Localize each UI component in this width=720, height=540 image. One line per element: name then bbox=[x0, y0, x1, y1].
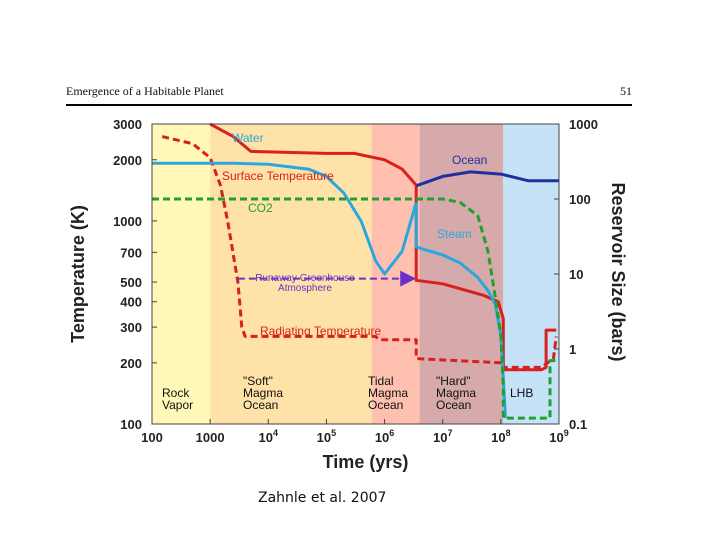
axes: 3000200010007005004003002001001000100101… bbox=[68, 117, 628, 472]
header-title: Emergence of a Habitable Planet bbox=[66, 84, 224, 98]
y-left-tick-label: 700 bbox=[120, 245, 142, 260]
series-line-surface-temperature bbox=[209, 122, 557, 372]
phase-label-line: Ocean bbox=[243, 398, 278, 412]
y-left-tick-label: 300 bbox=[120, 320, 142, 335]
page-header: Emergence of a Habitable Planet 51 bbox=[66, 78, 632, 106]
x-tick-base: 10 bbox=[491, 430, 505, 445]
x-tick-base: 10 bbox=[433, 430, 447, 445]
y-right-tick-label: 0.1 bbox=[569, 417, 587, 432]
x-tick-label: 106 bbox=[375, 428, 394, 445]
phase-bands bbox=[152, 124, 559, 424]
x-tick-label: 104 bbox=[259, 428, 278, 445]
x-tick-base: 10 bbox=[317, 430, 331, 445]
series-line-ocean bbox=[415, 170, 559, 188]
x-tick-exponent: 5 bbox=[331, 428, 336, 438]
x-tick-label: 105 bbox=[317, 428, 336, 445]
phase-label-line: Ocean bbox=[368, 398, 403, 412]
series-line-water bbox=[152, 161, 418, 276]
phase-label-line: Vapor bbox=[162, 398, 193, 412]
y-left-tick-label: 400 bbox=[120, 295, 142, 310]
header-page-number: 51 bbox=[620, 84, 632, 98]
y-left-tick-label: 2000 bbox=[113, 153, 142, 168]
series-label-radiating-temperature: Radiating Temperature bbox=[260, 324, 382, 338]
annotations: Runaway Greenhouse Atmosphere bbox=[237, 270, 417, 294]
series-label-water: Water bbox=[232, 131, 264, 145]
runaway-greenhouse-label: Runaway Greenhouse Atmosphere bbox=[255, 273, 355, 294]
phase-label-lhb: LHB bbox=[510, 386, 533, 400]
series-label-surface-temperature: Surface Temperature bbox=[222, 169, 334, 183]
phase-label-line: Ocean bbox=[436, 398, 471, 412]
phase-label-line: Magma bbox=[368, 386, 408, 400]
phase-label-hard-magma-ocean: "Hard" Magma Ocean bbox=[436, 374, 476, 412]
runaway-greenhouse-label-line: Runaway Greenhouse bbox=[255, 273, 355, 284]
y-right-tick-label: 10 bbox=[569, 267, 583, 282]
y-right-axis-label: Reservoir Size (bars) bbox=[608, 182, 628, 361]
x-tick-base: 10 bbox=[375, 430, 389, 445]
phase-label-line: LHB bbox=[510, 386, 533, 400]
runaway-greenhouse-label-line: Atmosphere bbox=[278, 283, 332, 294]
x-tick-label: 108 bbox=[491, 428, 510, 445]
phase-label-line: Magma bbox=[243, 386, 283, 400]
phase-label-line: Tidal bbox=[368, 374, 394, 388]
y-right-tick-label: 100 bbox=[569, 192, 591, 207]
series-label-steam: Steam bbox=[437, 227, 472, 241]
y-right-tick-label: 1 bbox=[569, 342, 576, 357]
y-left-tick-label: 200 bbox=[120, 356, 142, 371]
y-left-tick-label: 500 bbox=[120, 275, 142, 290]
y-left-tick-label: 1000 bbox=[113, 214, 142, 229]
y-left-tick-label: 3000 bbox=[113, 117, 142, 132]
phase-band-rock-vapor bbox=[152, 124, 211, 424]
phase-label-line: Magma bbox=[436, 386, 476, 400]
phase-band-lhb bbox=[503, 124, 559, 424]
x-tick-exponent: 9 bbox=[564, 428, 569, 438]
phase-label-rock-vapor: Rock Vapor bbox=[162, 386, 193, 412]
phase-label-line: "Soft" bbox=[243, 374, 273, 388]
series-line-steam bbox=[414, 202, 507, 419]
x-tick-label: 107 bbox=[433, 428, 452, 445]
series-labels: Water Surface Temperature CO2 Ocean Steam Rad… bbox=[222, 131, 487, 338]
x-tick-exponent: 8 bbox=[506, 428, 511, 438]
x-tick-base: 1000 bbox=[196, 430, 225, 445]
phase-label-soft-magma-ocean: "Soft" Magma Ocean bbox=[243, 374, 283, 412]
x-tick-base: 100 bbox=[141, 430, 163, 445]
x-tick-exponent: 4 bbox=[273, 428, 278, 438]
citation: Zahnle et al. 2007 bbox=[258, 490, 387, 506]
phase-label-line: Rock bbox=[162, 386, 190, 400]
x-tick-label: 109 bbox=[549, 428, 568, 445]
phase-label-line: "Hard" bbox=[436, 374, 471, 388]
series-lines bbox=[152, 122, 559, 420]
y-left-axis-label: Temperature (K) bbox=[68, 205, 88, 343]
x-tick-base: 10 bbox=[259, 430, 273, 445]
x-axis-label: Time (yrs) bbox=[323, 452, 409, 472]
x-tick-label: 100 bbox=[141, 430, 163, 445]
y-right-tick-label: 1000 bbox=[569, 117, 598, 132]
series-line-co2 bbox=[152, 197, 557, 420]
y-left-tick-label: 100 bbox=[120, 417, 142, 432]
x-tick-exponent: 7 bbox=[447, 428, 452, 438]
series-label-ocean: Ocean bbox=[452, 153, 487, 167]
series-label-co2: CO2 bbox=[248, 201, 273, 215]
phase-label-tidal-magma-ocean: Tidal Magma Ocean bbox=[368, 374, 408, 412]
phase-band-soft-magma-ocean bbox=[210, 124, 372, 424]
x-tick-label: 1000 bbox=[196, 430, 225, 445]
x-tick-exponent: 6 bbox=[389, 428, 394, 438]
series-line-radiating-temperature bbox=[161, 135, 558, 369]
x-tick-base: 10 bbox=[549, 430, 563, 445]
